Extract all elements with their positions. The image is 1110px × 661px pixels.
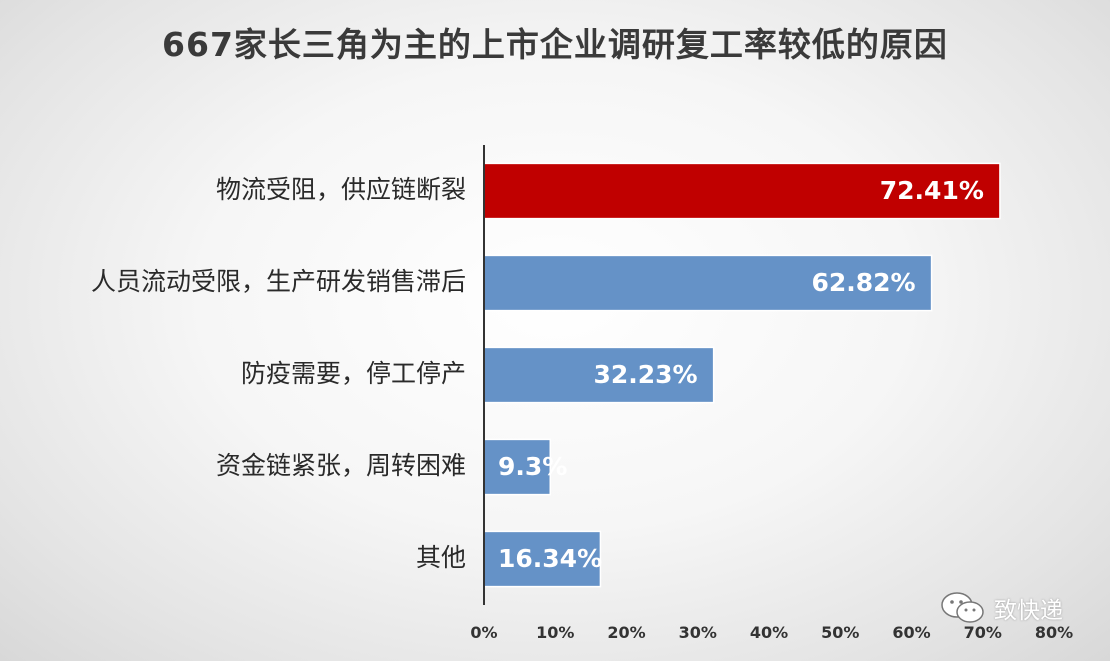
- x-tick-label-6: 60%: [892, 623, 930, 642]
- chart-title: 667家长三角为主的上市企业调研复工率较低的原因: [162, 25, 948, 64]
- wechat-icon: [941, 592, 984, 623]
- category-label-5: 其他: [416, 543, 466, 572]
- x-tick-label-3: 30%: [679, 623, 717, 642]
- category-label-4: 资金链紧张，周转困难: [216, 451, 466, 480]
- x-tick-label-7: 70%: [964, 623, 1002, 642]
- x-tick-label-0: 0%: [470, 623, 497, 642]
- value-labels-group: 72.41% 62.82% 32.23% 9.3% 16.34%: [498, 176, 984, 573]
- value-label-1: 72.41%: [880, 176, 984, 205]
- category-label-3: 防疫需要，停工停产: [241, 359, 466, 388]
- category-label-1: 物流受阻，供应链断裂: [216, 175, 466, 204]
- value-label-5: 16.34%: [498, 544, 602, 573]
- category-label-2: 人员流动受限，生产研发销售滞后: [91, 267, 466, 296]
- x-tick-label-5: 50%: [821, 623, 859, 642]
- bar-1: [483, 162, 1001, 220]
- bar-2: [483, 254, 933, 312]
- bars-group: [483, 162, 1001, 588]
- x-tick-label-1: 10%: [536, 623, 574, 642]
- x-tick-label-8: 80%: [1035, 623, 1073, 642]
- value-label-3: 32.23%: [593, 360, 697, 389]
- bar-4: [483, 438, 552, 496]
- value-label-2: 62.82%: [811, 268, 915, 297]
- category-labels-group: 物流受阻，供应链断裂人员流动受限，生产研发销售滞后防疫需要，停工停产资金链紧张，…: [91, 175, 466, 572]
- bar-5: [483, 530, 602, 588]
- bar-3: [483, 346, 715, 404]
- watermark: 致快递: [940, 590, 1063, 626]
- x-tick-label-4: 40%: [750, 623, 788, 642]
- x-tick-label-2: 20%: [607, 623, 645, 642]
- value-label-4: 9.3%: [498, 452, 567, 481]
- watermark-text: 致快递: [994, 598, 1063, 624]
- x-tick-labels-group: 0% 10% 20% 30% 40% 50% 60% 70% 80%: [470, 623, 1073, 642]
